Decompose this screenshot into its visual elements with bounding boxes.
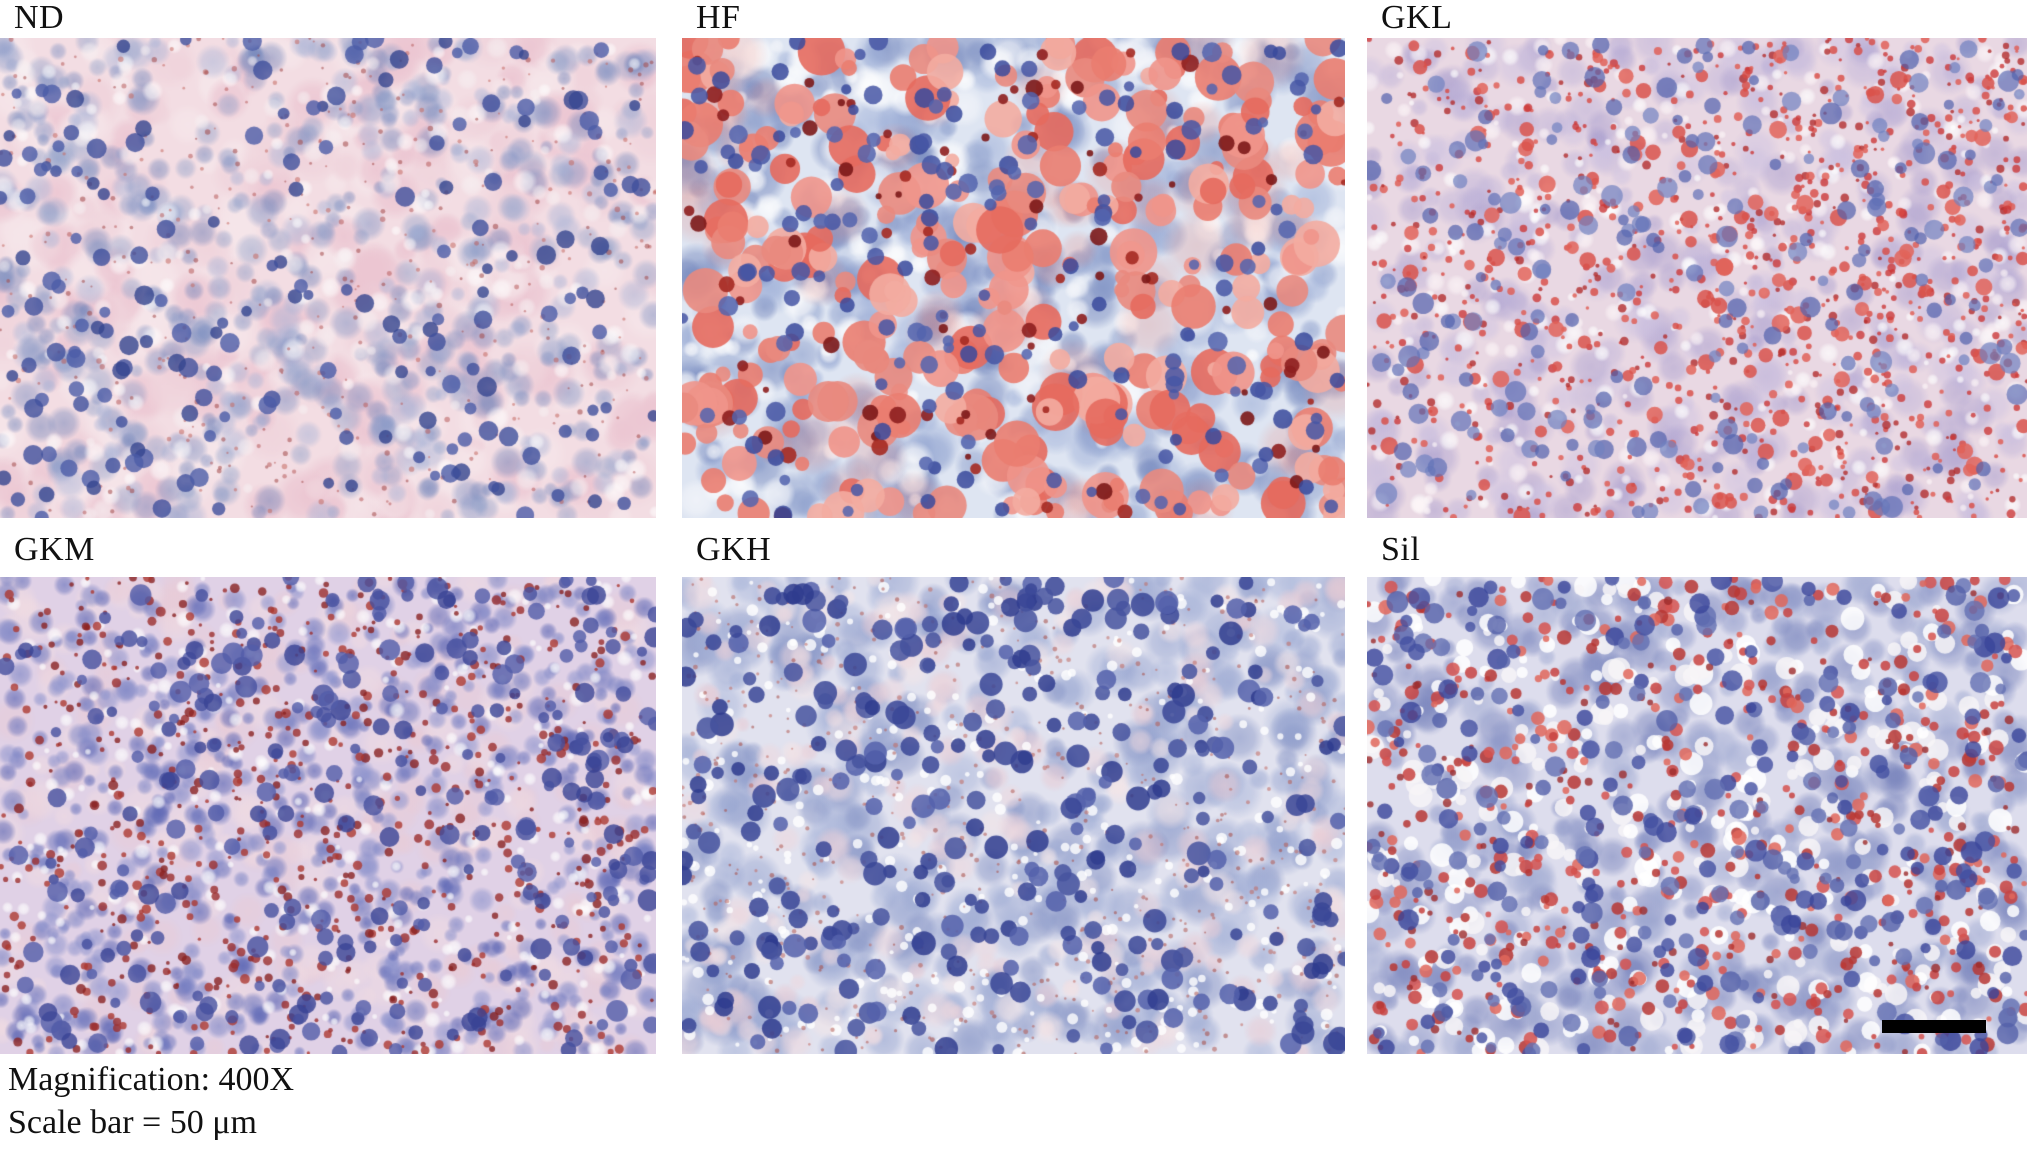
- micrograph-wrap-hf: [682, 38, 1345, 518]
- micrograph-wrap-sil: [1367, 577, 2027, 1054]
- figure-caption: Magnification: 400X Scale bar = 50 μm: [8, 1058, 294, 1144]
- panel-label-gkh: GKH: [696, 531, 772, 568]
- micrograph-nd: [0, 38, 656, 518]
- micrograph-wrap-gkm: [0, 577, 656, 1054]
- caption-magnification: Magnification: 400X: [8, 1061, 295, 1098]
- panel-label-sil: Sil: [1381, 531, 1421, 568]
- panel-label-gkl: GKL: [1381, 0, 1453, 36]
- caption-scale-bar: Scale bar = 50 μm: [8, 1104, 257, 1141]
- panel-gkl: GKL: [1367, 0, 2027, 518]
- panel-gkm: GKM: [0, 518, 656, 1054]
- micrograph-wrap-gkh: [682, 577, 1345, 1054]
- panel-hf: HF: [682, 0, 1345, 518]
- micrograph-wrap-gkl: [1367, 38, 2027, 518]
- panel-label-hf: HF: [696, 0, 741, 36]
- panel-gkh: GKH: [682, 518, 1345, 1054]
- panel-label-nd: ND: [14, 0, 65, 36]
- micrograph-gkm: [0, 577, 656, 1054]
- micrograph-hf: [682, 38, 1345, 518]
- micrograph-wrap-nd: [0, 38, 656, 518]
- panel-sil: Sil: [1367, 518, 2027, 1054]
- panel-label-gkm: GKM: [14, 531, 95, 568]
- micrograph-gkh: [682, 577, 1345, 1054]
- micrograph-gkl: [1367, 38, 2027, 518]
- panel-nd: ND: [0, 0, 656, 518]
- micrograph-sil: [1367, 577, 2027, 1054]
- scale-bar: [1882, 1020, 1986, 1033]
